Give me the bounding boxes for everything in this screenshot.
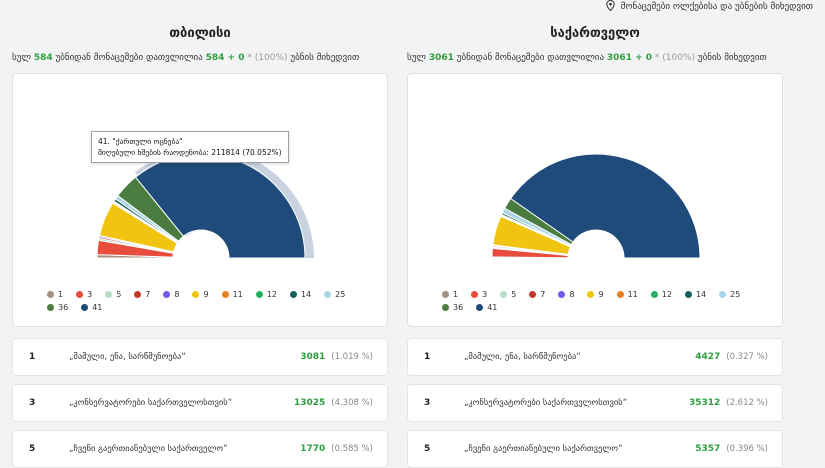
legend-label: 7: [145, 290, 151, 299]
legend-item-41[interactable]: 41: [476, 303, 497, 312]
legend-label: 3: [482, 290, 488, 299]
legend-swatch: [442, 291, 449, 298]
party-row[interactable]: 1 „მამული, ენა, სარწმუნოება“ 3081 (1.019…: [12, 338, 388, 376]
legend-swatch: [289, 291, 297, 298]
legend-label: 9: [598, 290, 604, 299]
legend-label: 41: [92, 303, 103, 312]
chart-legend: 1 3 5 7 8 9 11 12 14 25 36 41: [47, 290, 367, 312]
legend-item-7[interactable]: 7: [529, 290, 545, 299]
legend-swatch: [471, 291, 479, 298]
legend-swatch: [558, 291, 566, 298]
legend-label: 14: [695, 290, 707, 299]
legend-swatch: [221, 291, 229, 298]
legend-swatch: [81, 304, 89, 311]
legend-label: 1: [453, 290, 459, 299]
location-pin-icon: [606, 0, 615, 14]
legend-item-7[interactable]: 7: [134, 290, 150, 299]
legend-item-1[interactable]: 1: [47, 290, 63, 299]
legend-item-12[interactable]: 12: [650, 290, 672, 299]
legend-swatch: [105, 291, 113, 298]
legend-item-36[interactable]: 36: [47, 303, 68, 312]
slice-41[interactable]: [509, 153, 701, 259]
legend-swatch: [529, 291, 537, 298]
legend-swatch: [587, 291, 595, 298]
chart-tooltip: 41. "ქართული ოცნება" მიღებული ხმების რაო…: [91, 131, 289, 163]
legend-label: 3: [87, 290, 93, 299]
legend-label: 12: [266, 290, 277, 299]
legend-swatch: [684, 291, 692, 298]
half-donut-chart[interactable]: [408, 74, 784, 326]
legend-swatch: [76, 291, 84, 298]
legend-label: 41: [487, 303, 498, 312]
party-row[interactable]: 1 „მამული, ენა, სარწმუნოება“ 4427 (0.327…: [407, 338, 783, 376]
legend-swatch: [192, 291, 200, 298]
chart-card: 41. "ქართული ოცნება" მიღებული ხმების რაო…: [12, 73, 388, 327]
tbilisi-column: თბილისი სულ 584 უბნიდან მონაცემები დათვლ…: [12, 0, 388, 468]
legend-item-14[interactable]: 14: [684, 290, 707, 299]
party-row[interactable]: 5 „ჩვენი გაერთიანებული საქართველო“ 1770 …: [12, 430, 388, 468]
legend-swatch: [47, 304, 54, 311]
legend-item-8[interactable]: 8: [558, 290, 574, 299]
column-title: საქართველო: [550, 26, 640, 41]
legend-label: 11: [627, 290, 638, 299]
legend-label: 14: [300, 290, 312, 299]
chart-legend: 1 3 5 7 8 9 11 12 14 25 36 41: [442, 290, 762, 312]
legend-label: 36: [58, 303, 69, 312]
legend-label: 8: [569, 290, 575, 299]
legend-label: 1: [58, 290, 64, 299]
legend-swatch: [47, 291, 54, 298]
legend-label: 5: [116, 290, 122, 299]
legend-label: 36: [453, 303, 464, 312]
legend-swatch: [134, 291, 142, 298]
legend-swatch: [324, 291, 332, 298]
legend-label: 25: [730, 290, 741, 299]
legend-item-9[interactable]: 9: [587, 290, 604, 299]
party-row[interactable]: 5 „ჩვენი გაერთიანებული საქართველო“ 5357 …: [407, 430, 783, 468]
legend-item-5[interactable]: 5: [500, 290, 516, 299]
legend-item-12[interactable]: 12: [255, 290, 277, 299]
legend-swatch: [719, 291, 727, 298]
party-row[interactable]: 3 „კონსერვატორები საქართველოსთვის“ 35312…: [407, 384, 783, 422]
legend-label: 5: [511, 290, 517, 299]
legend-label: 9: [203, 290, 209, 299]
legend-item-36[interactable]: 36: [442, 303, 463, 312]
legend-item-3[interactable]: 3: [471, 290, 487, 299]
legend-item-1[interactable]: 1: [442, 290, 458, 299]
georgia-column: საქართველო სულ 3061 უბნიდან მონაცემები დ…: [407, 0, 783, 468]
legend-item-8[interactable]: 8: [163, 290, 179, 299]
regions-link[interactable]: მონაცემები ოლქებისა და უბნების მიხედვით: [606, 0, 813, 14]
legend-label: 7: [540, 290, 546, 299]
legend-item-3[interactable]: 3: [76, 290, 92, 299]
legend-label: 11: [232, 290, 243, 299]
legend-item-11[interactable]: 11: [616, 290, 638, 299]
count-summary: სულ 3061 უბნიდან მონაცემები დათვლილია 30…: [407, 53, 767, 63]
chart-card: 1 3 5 7 8 9 11 12 14 25 36 41: [407, 73, 783, 327]
count-summary: სულ 584 უბნიდან მონაცემები დათვლილია 584…: [12, 53, 360, 63]
legend-swatch: [476, 304, 484, 311]
column-title: თბილისი: [169, 26, 231, 41]
legend-item-9[interactable]: 9: [192, 290, 209, 299]
legend-label: 8: [174, 290, 180, 299]
legend-label: 25: [335, 290, 346, 299]
legend-swatch: [163, 291, 171, 298]
legend-item-41[interactable]: 41: [81, 303, 102, 312]
legend-item-25[interactable]: 25: [719, 290, 740, 299]
legend-swatch: [616, 291, 624, 298]
legend-item-14[interactable]: 14: [289, 290, 312, 299]
regions-link-label: მონაცემები ოლქებისა და უბნების მიხედვით: [620, 2, 813, 12]
legend-item-11[interactable]: 11: [221, 290, 243, 299]
legend-item-5[interactable]: 5: [105, 290, 121, 299]
party-row[interactable]: 3 „კონსერვატორები საქართველოსთვის“ 13025…: [12, 384, 388, 422]
half-donut-chart[interactable]: [13, 74, 389, 326]
legend-swatch: [442, 304, 449, 311]
legend-label: 12: [661, 290, 672, 299]
legend-swatch: [650, 291, 658, 298]
legend-swatch: [255, 291, 263, 298]
legend-item-25[interactable]: 25: [324, 290, 345, 299]
legend-swatch: [500, 291, 508, 298]
